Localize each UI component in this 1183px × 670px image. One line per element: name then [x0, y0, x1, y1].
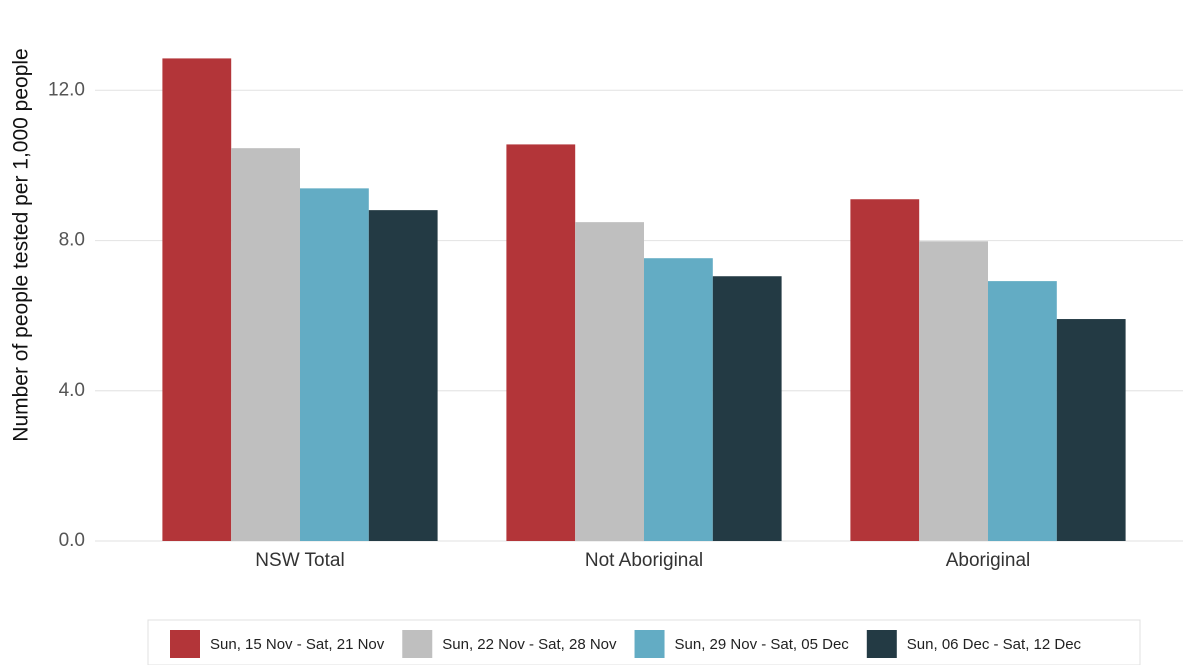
legend-swatch: [634, 630, 665, 658]
y-axis-label: Number of people tested per 1,000 people: [10, 48, 33, 441]
legend-swatch: [866, 630, 897, 658]
y-tick-label: 12.0: [48, 79, 85, 100]
bar: [1056, 319, 1126, 541]
bar: [575, 222, 644, 542]
bar: [850, 199, 920, 541]
bar: [712, 276, 782, 541]
bar: [231, 148, 300, 541]
legend-label: Sun, 15 Nov - Sat, 21 Nov: [210, 636, 385, 653]
bar: [300, 188, 369, 541]
x-tick-label: NSW Total: [255, 550, 344, 571]
bar: [919, 241, 988, 541]
y-tick-label: 8.0: [59, 230, 85, 251]
bar: [644, 258, 713, 541]
bar: [506, 144, 576, 541]
legend-label: Sun, 29 Nov - Sat, 05 Dec: [675, 636, 850, 653]
bar: [368, 210, 438, 541]
legend-label: Sun, 22 Nov - Sat, 28 Nov: [442, 636, 617, 653]
legend-label: Sun, 06 Dec - Sat, 12 Dec: [907, 636, 1082, 653]
legend-swatch: [170, 630, 200, 658]
x-tick-label: Not Aboriginal: [585, 550, 703, 571]
y-tick-label: 0.0: [59, 530, 85, 551]
y-tick-label: 4.0: [59, 380, 85, 401]
x-tick-label: Aboriginal: [946, 550, 1031, 571]
legend-swatch: [402, 630, 433, 658]
bar: [988, 281, 1057, 541]
bar: [162, 58, 232, 542]
